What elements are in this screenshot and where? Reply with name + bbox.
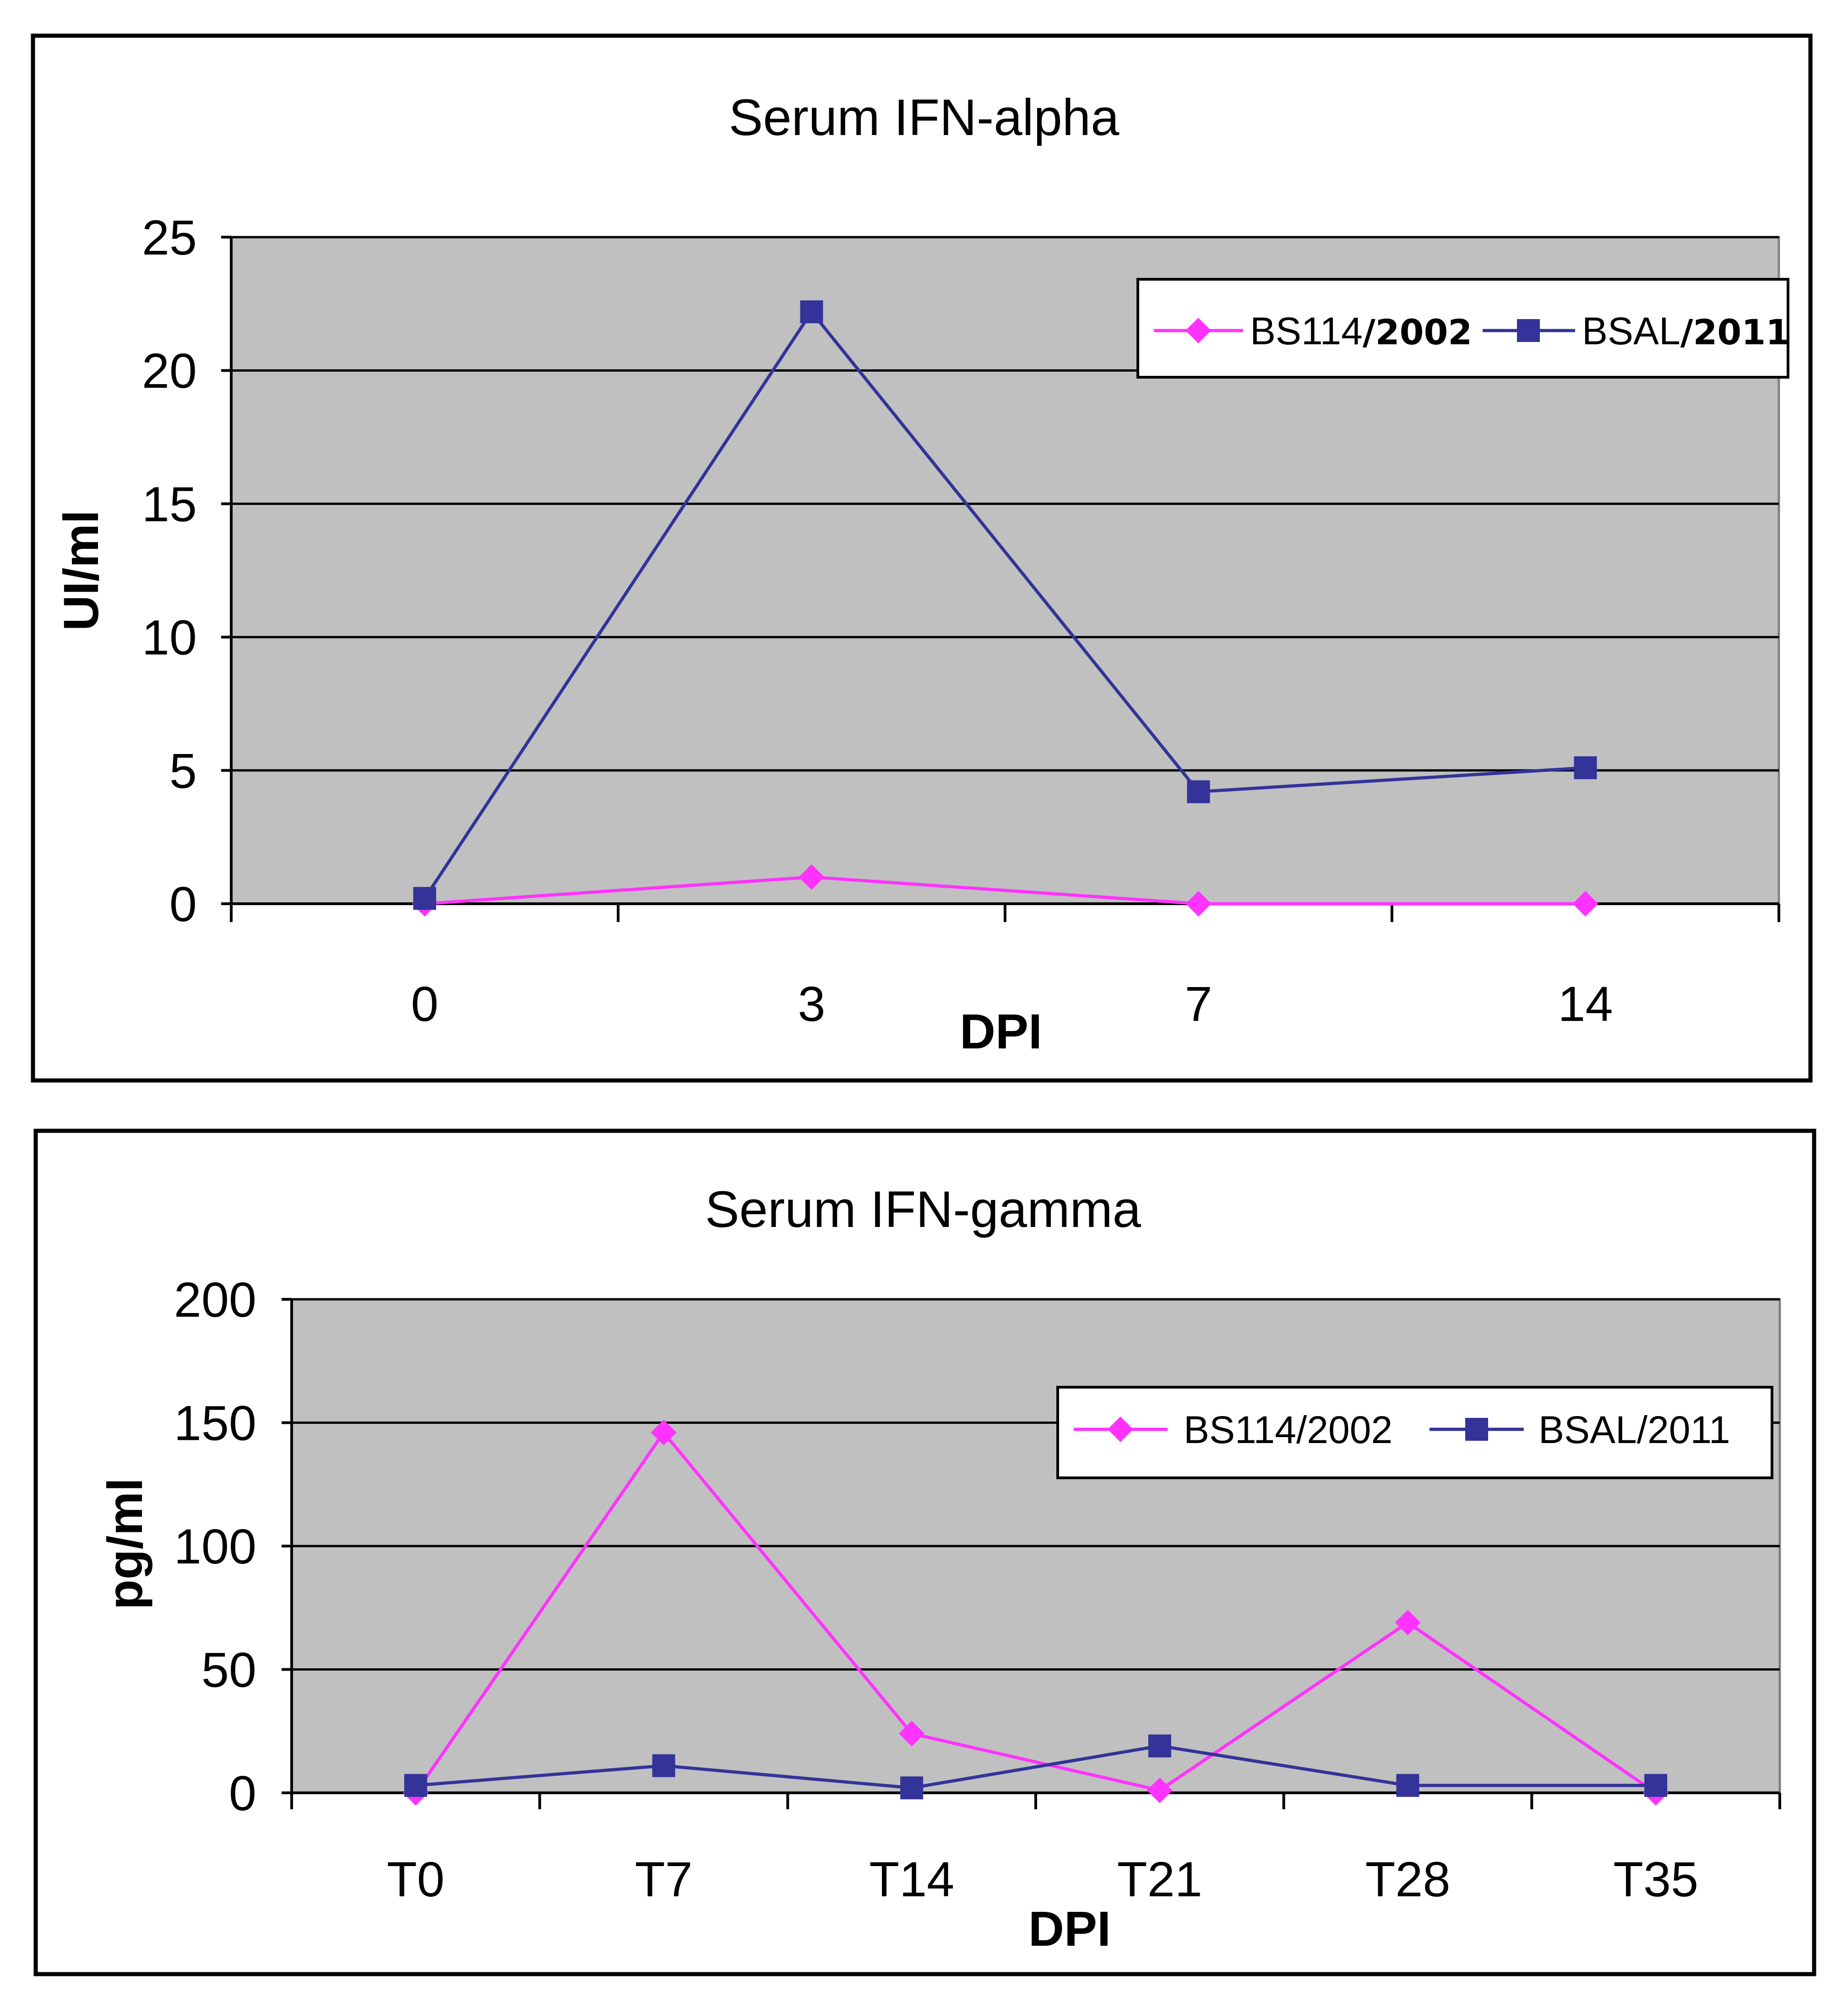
data-point-bsal-2011 xyxy=(404,1774,427,1797)
legend-label-bsal-part2: /2011 xyxy=(1680,312,1790,353)
y-tick-label: 20 xyxy=(142,343,197,398)
y-tick-label: 200 xyxy=(174,1272,256,1327)
y-axis-label: UI/ml xyxy=(53,510,109,631)
y-tick-label: 10 xyxy=(142,610,197,665)
y-tick-label: 0 xyxy=(229,1765,256,1821)
legend-label-bs114: BS114/2002 xyxy=(1250,309,1472,353)
series-layer xyxy=(402,1420,1669,1806)
data-point-bsal-2011 xyxy=(1644,1774,1668,1797)
x-tick-label: 3 xyxy=(798,976,825,1031)
y-tick-label: 0 xyxy=(169,876,197,932)
x-tick-label: T35 xyxy=(1613,1851,1698,1907)
x-axis-label: DPI xyxy=(1028,1901,1111,1956)
y-ticks: 0 50 100 150 200 xyxy=(174,1272,292,1821)
y-tick-label: 15 xyxy=(142,476,197,532)
data-point-bs114-2002 xyxy=(1147,1777,1173,1803)
data-point-bs114-2002 xyxy=(651,1420,677,1446)
series-layer xyxy=(412,300,1598,917)
x-tick-label: 7 xyxy=(1185,976,1212,1031)
data-point-bs114-2002 xyxy=(1185,891,1212,917)
legend-label-bs114: BS114/2002 xyxy=(1184,1408,1392,1451)
legend-marker-bs114 xyxy=(1185,318,1211,343)
y-axis-label: pg/ml xyxy=(97,1478,152,1610)
y-ticks: 0 5 10 15 20 25 xyxy=(142,210,231,932)
y-tick-label: 150 xyxy=(174,1395,256,1451)
x-tick-label: T28 xyxy=(1365,1851,1450,1907)
x-tick-label: 0 xyxy=(411,976,438,1031)
y-tick-label: 50 xyxy=(201,1642,256,1698)
legend-label-bsal: BSAL/2011 xyxy=(1538,1408,1730,1451)
data-point-bs114-2002 xyxy=(1395,1610,1421,1636)
series-line-bs114-2002 xyxy=(414,1431,1657,1794)
legend-marker-bsal xyxy=(1517,319,1540,342)
data-point-bsal-2011 xyxy=(800,300,823,324)
x-tick-label: T0 xyxy=(387,1851,445,1907)
legend-box xyxy=(1056,1386,1773,1479)
x-tick-label: T7 xyxy=(635,1851,692,1907)
data-point-bsal-2011 xyxy=(413,887,436,910)
legend-marker-bsal xyxy=(1465,1418,1488,1441)
x-tick-label: T14 xyxy=(869,1851,954,1907)
data-point-bs114-2002 xyxy=(799,864,825,890)
series-line-bs114-2002 xyxy=(424,875,1586,906)
series-line-bsal-2011 xyxy=(415,1744,1656,1790)
legend-label-bs114-part1: BS114 xyxy=(1250,309,1363,353)
x-axis-label: DPI xyxy=(960,1004,1042,1059)
x-ticks: T0 T7 T14 T21 T28 T35 xyxy=(290,1793,1781,1907)
legend-box xyxy=(1136,278,1789,379)
data-point-bsal-2011 xyxy=(652,1754,675,1777)
x-tick-label: T21 xyxy=(1117,1851,1202,1907)
chart-title: Serum IFN-gamma xyxy=(705,1181,1141,1238)
series-line-bsal-2011 xyxy=(423,310,1586,900)
legend-label-bs114-part2: /2002 xyxy=(1363,312,1472,353)
data-point-bsal-2011 xyxy=(1396,1774,1419,1797)
legend-label-bsal-part1: BSAL xyxy=(1582,309,1680,353)
legend-label-bsal: BSAL/2011 xyxy=(1582,309,1790,353)
data-point-bs114-2002 xyxy=(899,1720,925,1747)
x-ticks: 0 3 7 14 xyxy=(230,904,1780,1031)
legend: BS114/2002 BSAL/2011 xyxy=(1136,278,1790,379)
y-tick-label: 5 xyxy=(169,743,197,798)
chart-title: Serum IFN-alpha xyxy=(729,89,1120,146)
y-tick-label: 25 xyxy=(142,210,197,265)
x-tick-label: 14 xyxy=(1558,976,1613,1031)
data-point-bsal-2011 xyxy=(900,1776,924,1800)
y-tick-label: 100 xyxy=(174,1519,256,1574)
ifn-alpha-chart: Serum IFN-alpha 0 5 10 15 20 25 0 3 7 14 UI/ml D… xyxy=(31,33,1813,1083)
data-point-bs114-2002 xyxy=(1572,891,1598,917)
data-point-bsal-2011 xyxy=(1148,1734,1171,1758)
legend-marker-bs114 xyxy=(1108,1416,1133,1442)
legend: BS114/2002 BSAL/2011 xyxy=(1056,1386,1773,1479)
data-point-bsal-2011 xyxy=(1187,780,1210,803)
data-point-bsal-2011 xyxy=(1574,756,1597,779)
